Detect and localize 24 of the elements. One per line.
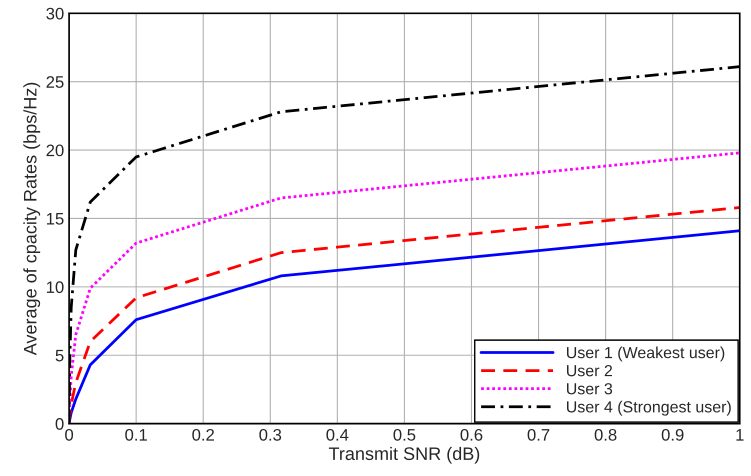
x-tick-label: 0.3 <box>259 428 282 441</box>
x-tick-label: 1 <box>736 429 744 441</box>
x-tick-label: 0.9 <box>662 428 684 441</box>
y-tick-label: 15 <box>46 213 64 225</box>
y-tick-label: 10 <box>46 281 64 294</box>
legend-label: User 3 <box>567 383 612 394</box>
legend-label: User 2 <box>567 365 612 376</box>
x-tick-label: 0.2 <box>192 428 214 441</box>
x-tick-label: 0.8 <box>594 428 616 441</box>
x-tick-label: 0.6 <box>460 428 482 441</box>
legend-label: User 1 (Weakest user) <box>567 346 724 362</box>
legend-label: User 4 (Strongest user) <box>567 400 731 416</box>
x-tick-label: 0.7 <box>528 428 550 441</box>
x-tick-label: 0.4 <box>326 428 348 441</box>
x-tick-label: 0.5 <box>393 428 416 441</box>
x-tick-label: 0 <box>65 428 74 441</box>
y-tick-label: 30 <box>46 8 64 20</box>
x-tick-label: 0.1 <box>125 428 147 441</box>
y-axis-title: Average of cpacity Rates (bps/Hz) <box>23 82 40 356</box>
y-tick-label: 20 <box>46 144 64 156</box>
y-tick-label: 5 <box>56 350 64 362</box>
y-tick-label: 25 <box>46 76 64 88</box>
y-tick-label: 0 <box>56 418 64 430</box>
x-axis-title: Transmit SNR (dB) <box>328 446 480 464</box>
